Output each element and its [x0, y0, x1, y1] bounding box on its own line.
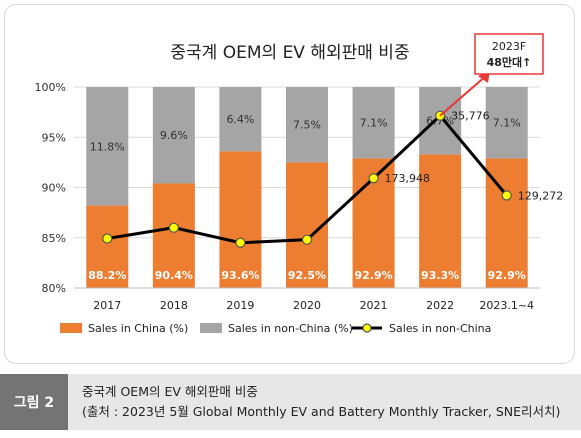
bar-china: [86, 205, 129, 288]
annotation-line1: 2023F: [492, 40, 526, 53]
bar-china: [419, 154, 462, 288]
bar-china: [219, 151, 262, 288]
line-point-label: 173,948: [385, 172, 431, 185]
x-tick-label: 2017: [93, 299, 121, 312]
line-point: [168, 222, 179, 233]
caption-text: 중국계 OEM의 EV 해외판매 비중 (출처 : 2023년 5월 Globa…: [82, 382, 560, 422]
bar-china: [152, 183, 195, 288]
bar-non-china: [352, 87, 395, 159]
bar-china-label: 93.3%: [421, 269, 459, 282]
x-tick-label: 2021: [360, 299, 388, 312]
bar-non-china-label: 7.1%: [493, 117, 521, 130]
bar-non-china-label: 11.8%: [90, 140, 125, 153]
legend-swatch-non-china: [200, 323, 222, 333]
legend-label-china: Sales in China (%): [88, 322, 188, 335]
line-point-label: 35,776: [451, 110, 490, 123]
annotation-line2: 48만대↑: [487, 55, 532, 69]
legend-swatch-china: [60, 323, 82, 333]
figure-label: 그림 2: [0, 374, 68, 430]
bar-non-china-label: 9.6%: [160, 129, 188, 142]
x-tick-label: 2020: [293, 299, 321, 312]
bar-non-china-label: 7.1%: [360, 117, 388, 130]
bar-non-china: [152, 87, 195, 184]
line-point: [501, 190, 512, 201]
line-point: [102, 233, 113, 244]
line-point: [301, 234, 313, 245]
caption-title: 중국계 OEM의 EV 해외판매 비중: [82, 384, 258, 399]
bar-china-label: 90.4%: [155, 269, 193, 282]
bar-non-china-label: 7.5%: [293, 119, 321, 132]
bar-china-label: 93.6%: [221, 269, 259, 282]
line-point: [235, 237, 246, 248]
chart-title: 중국계 OEM의 EV 해외판매 비중: [170, 43, 409, 63]
bar-non-china: [286, 87, 328, 163]
bar-china-label: 92.9%: [488, 269, 526, 282]
bar-non-china-label: 6.4%: [226, 113, 254, 126]
y-tick-label: 95%: [42, 131, 66, 144]
chart: 중국계 OEM의 EV 해외판매 비중 80% 85% 90% 95% 100% 88.2%…: [35, 33, 564, 335]
bar-non-china: [86, 87, 129, 206]
y-tick-label: 100%: [35, 81, 66, 94]
y-tick-label: 85%: [42, 232, 66, 245]
bar-china-label: 88.2%: [88, 269, 126, 282]
bar-non-china: [485, 87, 528, 159]
annotation-box: [474, 33, 544, 75]
legend-label-non-china: Sales in non-China (%): [228, 322, 353, 335]
bar-non-china: [219, 87, 262, 152]
line-point-label: 129,272: [518, 190, 564, 203]
bar-china-label: 92.9%: [354, 269, 392, 282]
y-tick-label: 80%: [42, 282, 66, 295]
legend-label-line: Sales in non-China: [389, 322, 491, 335]
line-point: [368, 173, 379, 184]
x-tick-label: 2023.1~4: [479, 299, 534, 312]
x-tick-label: 2019: [226, 299, 254, 312]
annotation-arrow: [439, 74, 488, 117]
x-tick-label: 2022: [426, 299, 454, 312]
legend-marker-non-china: [362, 323, 372, 333]
y-tick-label: 90%: [42, 182, 66, 195]
x-tick-label: 2018: [160, 299, 188, 312]
bar-china-label: 92.5%: [288, 269, 326, 282]
caption-source: (출처 : 2023년 5월 Global Monthly EV and Bat…: [82, 404, 561, 419]
figure-caption: 그림 2 중국계 OEM의 EV 해외판매 비중 (출처 : 2023년 5월 …: [0, 374, 581, 430]
